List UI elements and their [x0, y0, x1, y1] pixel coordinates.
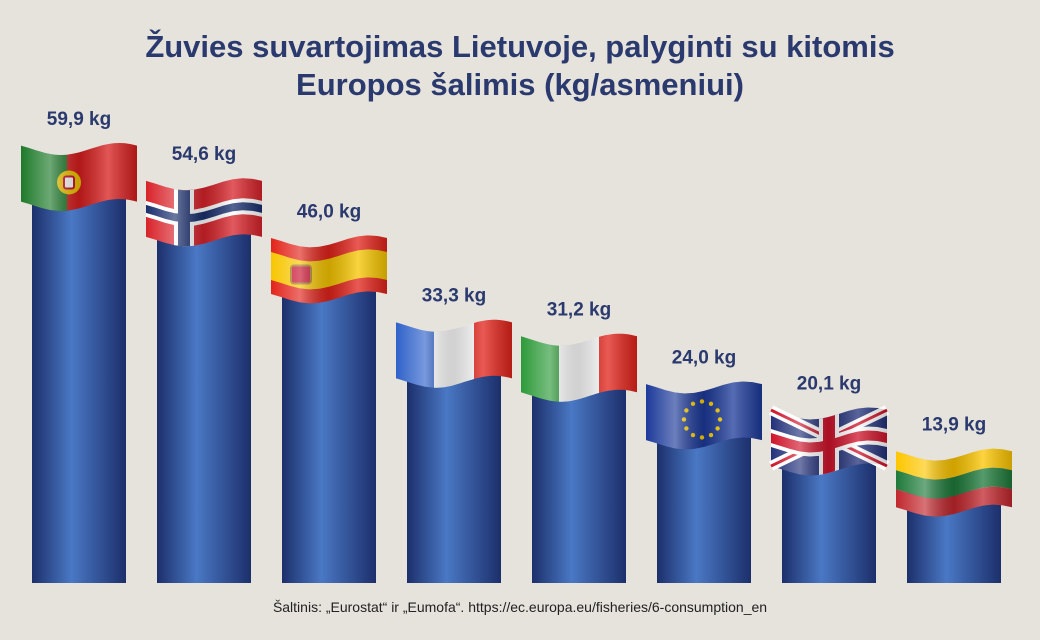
source-note: Šaltinis: „Eurostat“ ir „Eumofa“. https:…: [272, 599, 768, 615]
value-label-spain: 46,0 kg: [297, 201, 361, 222]
chart-title: Žuvies suvartojimas Lietuvoje, palyginti…: [0, 28, 1040, 104]
bar-france: [407, 361, 501, 583]
chart-title-line-1: Žuvies suvartojimas Lietuvoje, palyginti…: [145, 29, 895, 64]
value-label-portugal: 59,9 kg: [47, 109, 111, 130]
chart-title-line-2: Europos šalimis (kg/asmeniui): [296, 67, 744, 102]
bar-eu: [657, 423, 751, 583]
value-label-eu: 24,0 kg: [672, 348, 736, 369]
bar-group-france: 33,3 kg: [396, 286, 512, 583]
flag-spain: [271, 235, 387, 304]
flag-france: [396, 319, 512, 388]
bar-spain: [282, 277, 376, 583]
bar-group-eu: 24,0 kg: [646, 348, 762, 583]
bar-group-spain: 46,0 kg: [271, 201, 387, 583]
value-label-norway: 54,6 kg: [172, 144, 236, 165]
flag-portugal: [21, 143, 137, 211]
bar-group-lithuania: 13,9 kg: [896, 415, 1012, 583]
bar-group-italy: 31,2 kg: [521, 300, 637, 583]
value-label-lithuania: 13,9 kg: [922, 415, 986, 436]
value-label-italy: 31,2 kg: [547, 300, 611, 321]
bar-italy: [532, 375, 626, 583]
bar-portugal: [32, 185, 126, 583]
bar-group-norway: 54,6 kg: [146, 144, 262, 583]
flag-eu: [646, 381, 762, 450]
flag-italy: [521, 333, 637, 402]
bar-norway: [157, 220, 251, 583]
flag-lithuania: [896, 448, 1012, 517]
bar-group-portugal: 59,9 kg: [21, 109, 137, 583]
value-label-uk: 20,1 kg: [797, 373, 861, 394]
bar-group-uk: 20,1 kg: [768, 373, 890, 583]
value-label-france: 33,3 kg: [422, 286, 486, 307]
flag-uk: [768, 405, 890, 476]
flag-norway: [146, 178, 262, 247]
